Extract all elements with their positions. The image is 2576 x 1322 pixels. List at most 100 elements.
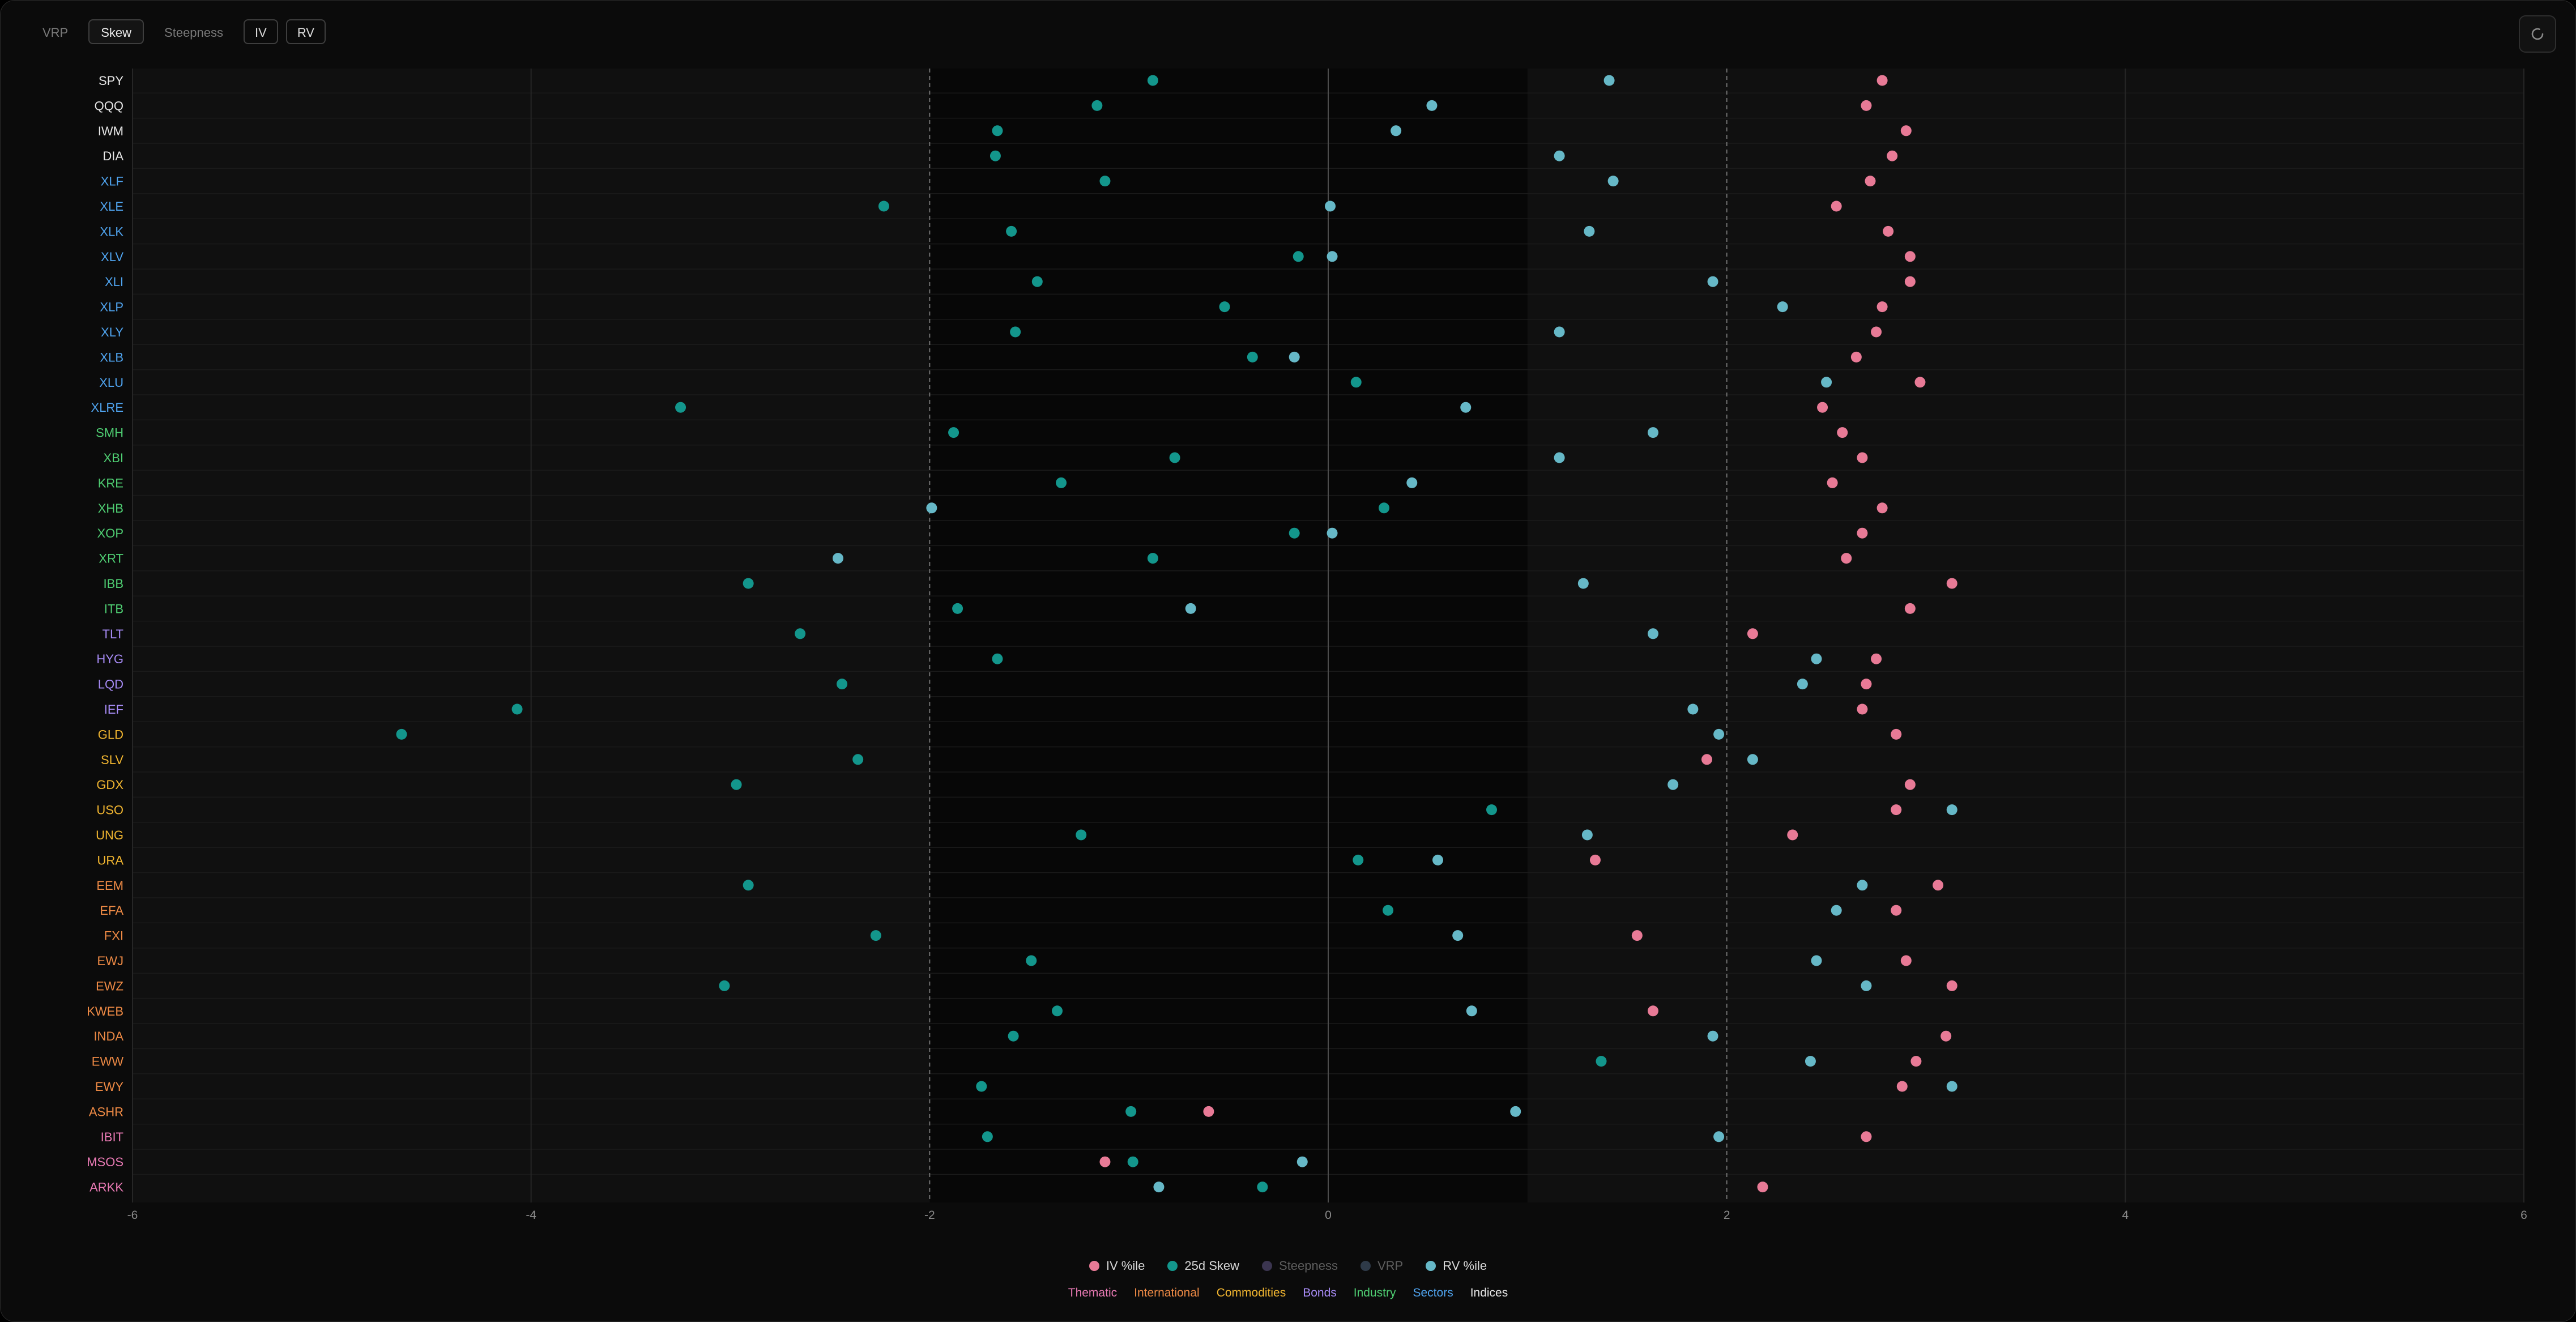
legend-label: Steepness — [1279, 1259, 1338, 1273]
skew-point — [1147, 75, 1158, 86]
iv-percentile-point — [1933, 880, 1944, 891]
legend-label: VRP — [1377, 1259, 1404, 1273]
group-legend-industry[interactable]: Industry — [1353, 1286, 1396, 1299]
row-label-xlb: XLB — [100, 350, 123, 364]
rv-percentile-point — [1747, 754, 1758, 765]
legend-label: RV %ile — [1443, 1259, 1487, 1273]
skew-point — [1353, 854, 1364, 865]
iv-percentile-point — [1883, 225, 1894, 237]
rv-percentile-point — [1581, 829, 1593, 841]
row-label-ashr: ASHR — [89, 1104, 123, 1119]
group-legend-thematic[interactable]: Thematic — [1068, 1286, 1118, 1299]
iv-percentile-point — [1896, 1081, 1908, 1092]
row-label-kweb: KWEB — [87, 1004, 123, 1018]
iv-percentile-point — [1876, 502, 1888, 514]
rv-percentile-point — [1707, 276, 1718, 287]
skew-point — [1350, 377, 1362, 388]
legend-item-iv-ile[interactable]: IV %ile — [1089, 1259, 1145, 1273]
iv-percentile-point — [1871, 653, 1882, 664]
x-tick-label: 0 — [1325, 1209, 1332, 1222]
skew-point — [1486, 804, 1498, 816]
rv-percentile-point — [1391, 125, 1402, 137]
x-tick-label: 4 — [2122, 1209, 2129, 1222]
row-label-eww: EWW — [92, 1055, 123, 1069]
row-label-ewz: EWZ — [96, 979, 123, 993]
tab-vrp[interactable]: VRP — [42, 25, 69, 40]
row-label-gld: GLD — [98, 727, 123, 741]
row-label-xlf: XLF — [101, 174, 123, 189]
row-label-spy: SPY — [99, 74, 123, 88]
group-legend-international[interactable]: International — [1134, 1286, 1200, 1299]
row-label-xlv: XLV — [101, 250, 123, 264]
iv-percentile-point — [1203, 1106, 1214, 1117]
rv-percentile-point — [1946, 804, 1957, 816]
row-label-xle: XLE — [100, 199, 123, 214]
row-label-tlt: TLT — [103, 627, 123, 641]
skew-point — [1127, 1156, 1138, 1167]
tab-skew[interactable]: Skew — [88, 19, 144, 44]
rv-percentile-point — [1797, 679, 1808, 690]
legend-label: 25d Skew — [1184, 1259, 1240, 1273]
rv-percentile-point — [1452, 930, 1464, 941]
toggle-rv[interactable]: RV — [285, 19, 326, 44]
legend-item-steepness[interactable]: Steepness — [1262, 1259, 1338, 1273]
row-label-xlu: XLU — [99, 376, 123, 390]
row-label-xbi: XBI — [104, 451, 123, 465]
toggle-iv[interactable]: IV — [244, 19, 278, 44]
tab-steepness[interactable]: Steepness — [164, 25, 224, 40]
group-legend: Thematic International Commodities Bonds Ind… — [1, 1286, 2575, 1300]
skew-point — [1052, 1005, 1063, 1017]
row-label-xly: XLY — [101, 325, 123, 339]
rv-percentile-point — [1647, 427, 1658, 438]
skew-point — [1091, 100, 1103, 111]
iv-percentile-point — [1871, 326, 1882, 338]
skew-point — [878, 201, 889, 212]
iv-percentile-point — [1857, 452, 1868, 463]
legend-item-vrp[interactable]: VRP — [1360, 1259, 1403, 1273]
group-legend-commodities[interactable]: Commodities — [1216, 1286, 1286, 1299]
rv-percentile-point — [1713, 728, 1725, 740]
skew-point — [992, 653, 1003, 664]
legend-swatch — [1426, 1261, 1436, 1271]
skew-point — [743, 880, 754, 891]
legend-item-rv-ile[interactable]: RV %ile — [1426, 1259, 1487, 1273]
row-label-xlre: XLRE — [91, 400, 123, 415]
x-tick-label: -6 — [127, 1209, 138, 1222]
skew-point — [743, 578, 754, 589]
skew-point — [1219, 301, 1230, 313]
row-label-xlp: XLP — [100, 300, 123, 314]
row-label-ewy: EWY — [95, 1080, 123, 1094]
row-label-gdx: GDX — [96, 778, 123, 792]
rv-percentile-point — [1713, 1131, 1725, 1142]
rv-percentile-point — [1153, 1182, 1165, 1193]
row-label-inda: INDA — [93, 1029, 123, 1043]
iv-percentile-point — [1857, 703, 1868, 715]
legend-swatch — [1089, 1261, 1099, 1271]
group-legend-indices[interactable]: Indices — [1470, 1286, 1508, 1299]
iv-percentile-point — [1876, 301, 1888, 313]
legend-swatch — [1360, 1261, 1371, 1271]
row-label-ibb: IBB — [104, 577, 123, 591]
rv-percentile-point — [1554, 452, 1565, 463]
skew-point — [511, 703, 523, 715]
group-legend-bonds[interactable]: Bonds — [1303, 1286, 1337, 1299]
iv-percentile-point — [1900, 955, 1912, 966]
row-label-ibit: IBIT — [101, 1130, 123, 1144]
x-tick-label: 2 — [1724, 1209, 1730, 1222]
skew-point — [1379, 502, 1390, 514]
rv-percentile-point — [1432, 854, 1444, 865]
legend-item-25d-skew[interactable]: 25d Skew — [1167, 1259, 1239, 1273]
refresh-button[interactable] — [2519, 15, 2556, 53]
iv-percentile-point — [1891, 804, 1902, 816]
skew-point — [992, 125, 1003, 137]
rv-percentile-point — [832, 553, 843, 564]
refresh-icon — [2531, 28, 2544, 40]
skew-point — [1147, 553, 1158, 564]
row-label-qqq: QQQ — [95, 99, 123, 113]
group-legend-sectors[interactable]: Sectors — [1413, 1286, 1453, 1299]
rv-percentile-point — [1554, 150, 1565, 161]
skew-point — [1076, 829, 1087, 841]
skew-point — [976, 1081, 987, 1092]
x-tick-label: 6 — [2520, 1209, 2527, 1222]
